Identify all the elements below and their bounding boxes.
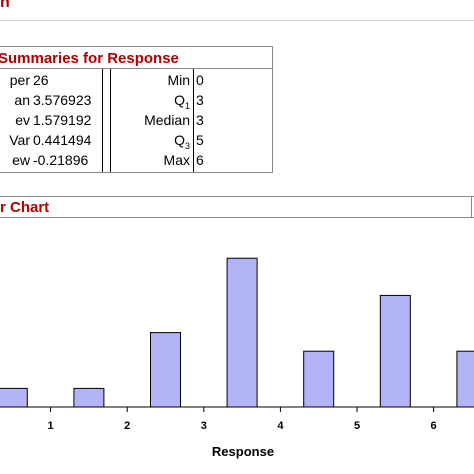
bar-2 (150, 332, 181, 408)
bar-4 (303, 350, 335, 408)
x-tick-label: 4 (277, 420, 284, 432)
chart-section-title: r Chart (0, 199, 50, 216)
x-tick-label: 2 (124, 420, 130, 432)
x-tick-label: 1 (48, 420, 54, 432)
summary-value: 0 (196, 72, 204, 88)
bar-0 (0, 387, 28, 408)
frequency-bar-chart: Response 1 2 3 4 5 6 (0, 257, 474, 459)
summary-label: Min (167, 72, 190, 88)
summary-value: 1.579192 (33, 112, 92, 128)
summary-label: an (14, 92, 30, 108)
column-separator (110, 69, 111, 172)
summary-label: Var (9, 132, 30, 148)
summary-table: Summaries for Response per 26 an 3.57692… (0, 46, 273, 173)
summary-value: 26 (33, 72, 49, 88)
summary-label: ew (12, 152, 30, 168)
page-title-fragment: n (0, 0, 10, 11)
summary-value: 3 (196, 92, 204, 108)
x-tick-label: 6 (431, 420, 437, 432)
x-tick-label: 3 (201, 420, 207, 432)
summary-label: per (9, 72, 30, 88)
summary-value: 3 (196, 112, 204, 128)
summary-label: Q3 (174, 132, 190, 151)
summary-title-divider (0, 68, 272, 69)
bar-1 (73, 387, 105, 408)
column-separator (102, 69, 103, 172)
chart-section-top-rule (0, 196, 474, 197)
summary-value: 6 (196, 152, 204, 168)
summary-title: Summaries for Response (0, 50, 179, 67)
chart-section-bottom-rule (0, 217, 474, 218)
summary-label: Median (144, 112, 190, 128)
x-axis-title: Response (212, 444, 274, 459)
header-divider (0, 20, 474, 21)
chart-section-right-edge (471, 196, 472, 218)
summary-value: -0.21896 (33, 152, 89, 168)
summary-value: 5 (196, 132, 204, 148)
summary-label: Q1 (174, 92, 190, 111)
summary-label: Max (163, 152, 190, 168)
column-separator (193, 69, 194, 172)
bar-3 (226, 257, 258, 408)
bar-5 (379, 294, 411, 408)
summary-label: ev (15, 112, 30, 128)
summary-value: 3.576923 (33, 92, 92, 108)
summary-value: 0.441494 (33, 132, 92, 148)
x-tick-label: 5 (354, 420, 360, 432)
bar-6 (456, 350, 474, 408)
